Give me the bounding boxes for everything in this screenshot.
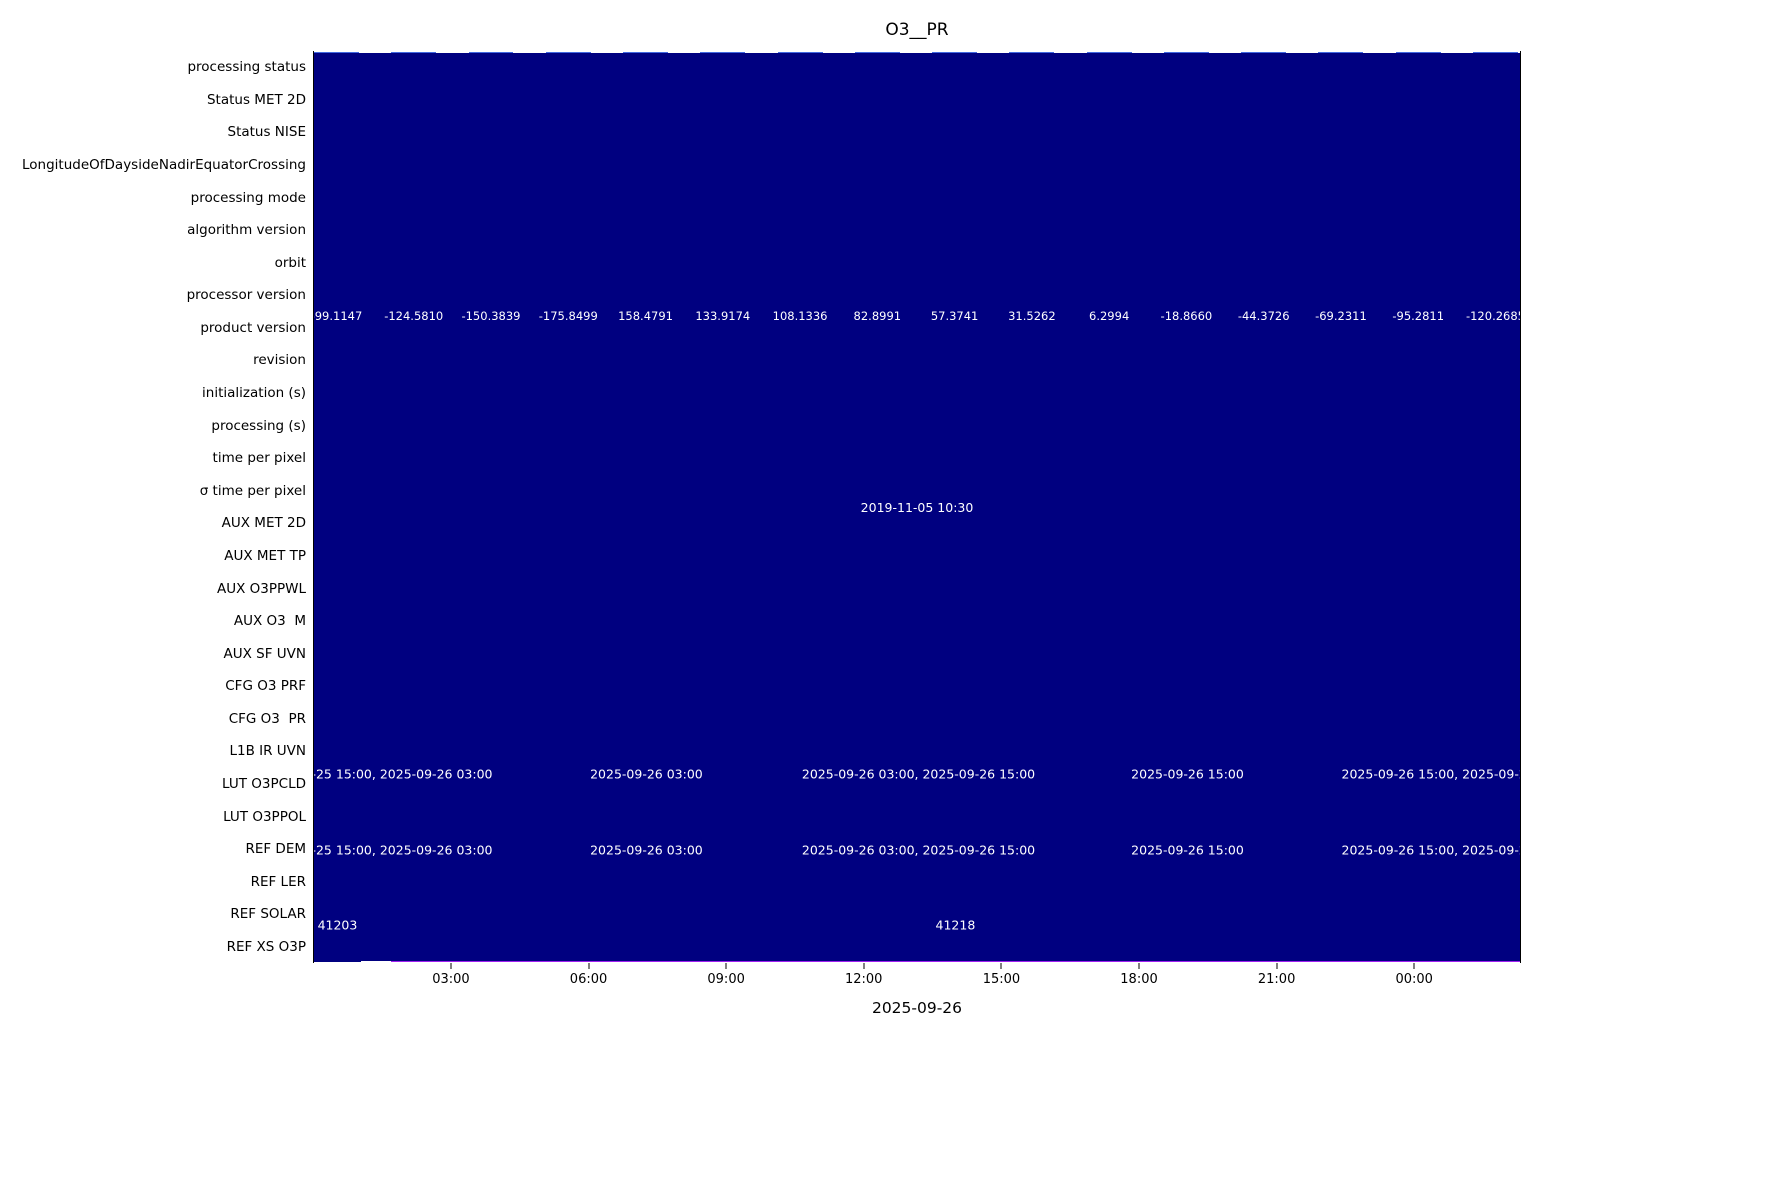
row-label: AUX MET 2D	[221, 515, 306, 532]
row-label: REF XS O3P	[226, 938, 306, 955]
row-label: LongitudeOfDaysideNadirEquatorCrossing	[22, 157, 306, 174]
chart-title: O3__PR	[885, 20, 949, 40]
tick-label: 15:00	[982, 972, 1021, 987]
longitude-value: -175.8499	[538, 308, 598, 323]
row-label: orbit	[274, 254, 306, 271]
longitude-value: 108.1336	[772, 308, 828, 323]
segment-label: 2025-09-26 15:00, 2025-09-27 03:00	[1341, 766, 1520, 782]
tick-label: 06:00	[569, 972, 608, 987]
row-label: algorithm version	[187, 222, 306, 239]
segment-label: 2025-09-26 03:00, 2025-09-26 15:00	[801, 842, 1036, 858]
segment-label: 2025-09-25 15:00, 2025-09-26 03:00	[313, 842, 493, 858]
tick-mark	[1000, 963, 1002, 969]
tick-label: 00:00	[1395, 972, 1433, 987]
row-label: time per pixel	[212, 450, 306, 467]
row-labels: processing status Status MET 2D Status NIS…	[0, 51, 306, 963]
row-label: AUX MET TP	[224, 547, 306, 564]
row-label: L1B IR UVN	[229, 743, 306, 760]
row-label: processor version	[186, 287, 306, 304]
segment-label: 2025-09-26 03:00	[590, 766, 703, 782]
tick-label: 09:00	[707, 972, 745, 987]
row-label: revision	[253, 352, 306, 369]
tick-label: 18:00	[1120, 972, 1158, 987]
longitude-value: 82.8991	[853, 308, 902, 323]
segment-label: 41203	[317, 917, 358, 933]
tick-mark	[1276, 963, 1278, 969]
tick-label: 03:00	[432, 972, 470, 987]
row-label: REF SOLAR	[230, 906, 306, 923]
tick-label: 12:00	[844, 972, 883, 987]
longitude-value: -44.3726	[1237, 308, 1290, 323]
longitude-value: -18.8660	[1160, 308, 1213, 323]
tick-mark	[450, 963, 452, 969]
row-label: REF DEM	[245, 841, 306, 858]
longitude-value: -69.2311	[1315, 308, 1367, 323]
segment-label: 2025-09-26 15:00	[1131, 766, 1244, 782]
row-label: AUX SF UVN	[223, 645, 307, 662]
row-label: AUX O3PPWL	[216, 580, 306, 597]
segment-label: 2025-09-25 15:00, 2025-09-26 03:00	[313, 766, 493, 782]
row-label: LUT O3PPOL	[223, 808, 306, 825]
tick-mark	[863, 963, 865, 969]
x-axis-date-label: 2025-09-26	[871, 999, 963, 1017]
row-label: σ time per pixel	[199, 482, 306, 499]
row-label: Status MET 2D	[206, 91, 306, 108]
bar-value: 2019-11-05 10:30	[860, 499, 974, 515]
row-label: processing status	[187, 59, 306, 76]
tick-mark	[588, 963, 590, 969]
longitude-value: 31.5262	[1008, 308, 1056, 323]
row-label: processing mode	[190, 189, 306, 206]
segment-label: 2025-09-26 03:00, 2025-09-26 15:00	[801, 766, 1036, 782]
longitude-value: 133.9174	[695, 308, 751, 323]
plot-area: -99.1147 -124.5810 -150.3839 -175.8499 158.4…	[313, 51, 1521, 963]
segment-label: 2025-09-26 15:00, 2025-09-27 03:00	[1341, 842, 1520, 858]
row-ref-xs-o3p: 2019-11-05 10:30	[314, 52, 1520, 962]
longitude-value: -99.1147	[313, 308, 363, 323]
longitude-value: -95.2811	[1392, 308, 1445, 323]
row-label: CFG O3 PR	[228, 710, 306, 727]
row-label: processing (s)	[211, 417, 306, 434]
row-label: REF LER	[250, 873, 306, 890]
tick-mark	[725, 963, 727, 969]
longitude-value: -124.5810	[384, 308, 444, 323]
longitude-value: 57.3741	[930, 308, 979, 323]
longitude-value: -150.3839	[461, 308, 521, 323]
full-bar: 2019-11-05 10:30	[314, 53, 1520, 961]
segment-label: 2025-09-26 03:00	[590, 842, 703, 858]
longitude-value: 158.4791	[618, 308, 673, 323]
row-label: Status NISE	[227, 124, 307, 141]
tick-mark	[1138, 963, 1140, 969]
x-axis: 2025-09-26 03:00 06:00 09:00 12:00 15:00 18:0…	[313, 963, 1521, 1033]
row-label: AUX O3 M	[233, 613, 306, 630]
tick-mark	[1413, 963, 1415, 969]
tick-label: 21:00	[1257, 972, 1296, 987]
row-label: CFG O3 PRF	[225, 678, 306, 695]
segment-label: 2025-09-26 15:00	[1131, 842, 1244, 858]
row-label: initialization (s)	[202, 385, 306, 402]
row-label: product version	[200, 319, 306, 336]
longitude-value: -120.2685	[1465, 308, 1521, 323]
segment-label: 41218	[935, 917, 976, 933]
longitude-value: 6.2994	[1089, 308, 1130, 323]
row-label: LUT O3PCLD	[222, 776, 306, 792]
